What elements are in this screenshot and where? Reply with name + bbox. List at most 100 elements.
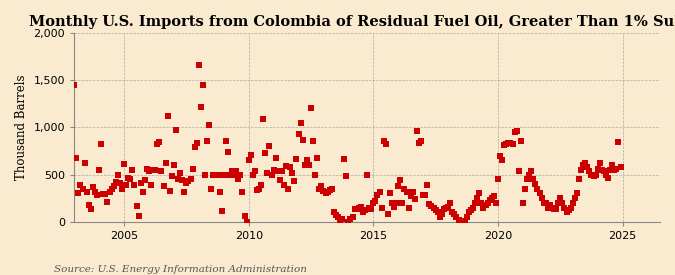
Point	[287, 170, 298, 175]
Point	[214, 190, 225, 195]
Point	[507, 142, 518, 147]
Point	[389, 204, 400, 209]
Point	[123, 176, 134, 180]
Point	[310, 172, 321, 177]
Point	[576, 167, 587, 172]
Point	[320, 191, 331, 196]
Point	[424, 202, 435, 206]
Point	[86, 207, 97, 212]
Point	[399, 186, 410, 191]
Point	[453, 218, 464, 222]
Point	[437, 212, 448, 216]
Point	[250, 169, 261, 173]
Point	[358, 210, 369, 214]
Point	[545, 202, 556, 207]
Point	[185, 177, 196, 182]
Point	[403, 205, 414, 210]
Point	[295, 120, 306, 125]
Point	[171, 128, 182, 132]
Point	[167, 174, 178, 179]
Point	[339, 157, 350, 162]
Y-axis label: Thousand Barrels: Thousand Barrels	[15, 75, 28, 180]
Point	[441, 205, 452, 210]
Point	[208, 172, 219, 177]
Point	[366, 206, 377, 211]
Point	[422, 183, 433, 187]
Point	[113, 173, 124, 178]
Point	[499, 143, 510, 147]
Point	[243, 158, 254, 163]
Point	[391, 201, 402, 205]
Point	[108, 184, 119, 188]
Point	[578, 163, 589, 167]
Point	[312, 155, 323, 160]
Point	[69, 83, 80, 87]
Point	[289, 179, 300, 183]
Point	[459, 219, 470, 223]
Point	[430, 208, 441, 213]
Point	[324, 188, 335, 192]
Point	[362, 172, 373, 177]
Point	[181, 181, 192, 185]
Point	[572, 191, 583, 196]
Point	[94, 167, 105, 172]
Point	[246, 153, 256, 157]
Point	[493, 177, 504, 182]
Point	[90, 190, 101, 195]
Point	[420, 193, 431, 197]
Point	[416, 139, 427, 144]
Point	[397, 201, 408, 205]
Point	[308, 138, 319, 143]
Point	[235, 172, 246, 177]
Point	[557, 201, 568, 205]
Point	[543, 205, 554, 210]
Point	[395, 178, 406, 182]
Point	[314, 186, 325, 191]
Point	[194, 63, 205, 67]
Point	[487, 196, 497, 200]
Point	[198, 83, 209, 87]
Point	[372, 193, 383, 197]
Point	[102, 200, 113, 204]
Point	[351, 206, 362, 211]
Point	[343, 219, 354, 224]
Point	[121, 183, 132, 187]
Point	[96, 142, 107, 147]
Point	[553, 201, 564, 205]
Point	[551, 206, 562, 211]
Point	[347, 215, 358, 219]
Point	[140, 178, 151, 182]
Point	[605, 167, 616, 172]
Point	[405, 194, 416, 199]
Point	[615, 165, 626, 169]
Point	[497, 158, 508, 163]
Point	[489, 194, 500, 199]
Point	[526, 169, 537, 173]
Point	[146, 183, 157, 187]
Point	[129, 183, 140, 187]
Point	[131, 204, 142, 208]
Point	[455, 219, 466, 223]
Point	[457, 219, 468, 224]
Point	[601, 172, 612, 177]
Point	[239, 214, 250, 218]
Point	[505, 141, 516, 145]
Point	[547, 205, 558, 210]
Point	[478, 205, 489, 210]
Point	[360, 208, 371, 213]
Point	[565, 205, 576, 210]
Point	[306, 106, 317, 111]
Point	[160, 161, 171, 165]
Point	[216, 209, 227, 214]
Point	[204, 122, 215, 127]
Point	[106, 186, 117, 191]
Point	[387, 201, 398, 205]
Point	[231, 169, 242, 173]
Point	[611, 167, 622, 171]
Point	[349, 207, 360, 212]
Point	[464, 210, 475, 214]
Point	[183, 179, 194, 183]
Point	[302, 158, 313, 163]
Point	[580, 161, 591, 165]
Point	[179, 189, 190, 194]
